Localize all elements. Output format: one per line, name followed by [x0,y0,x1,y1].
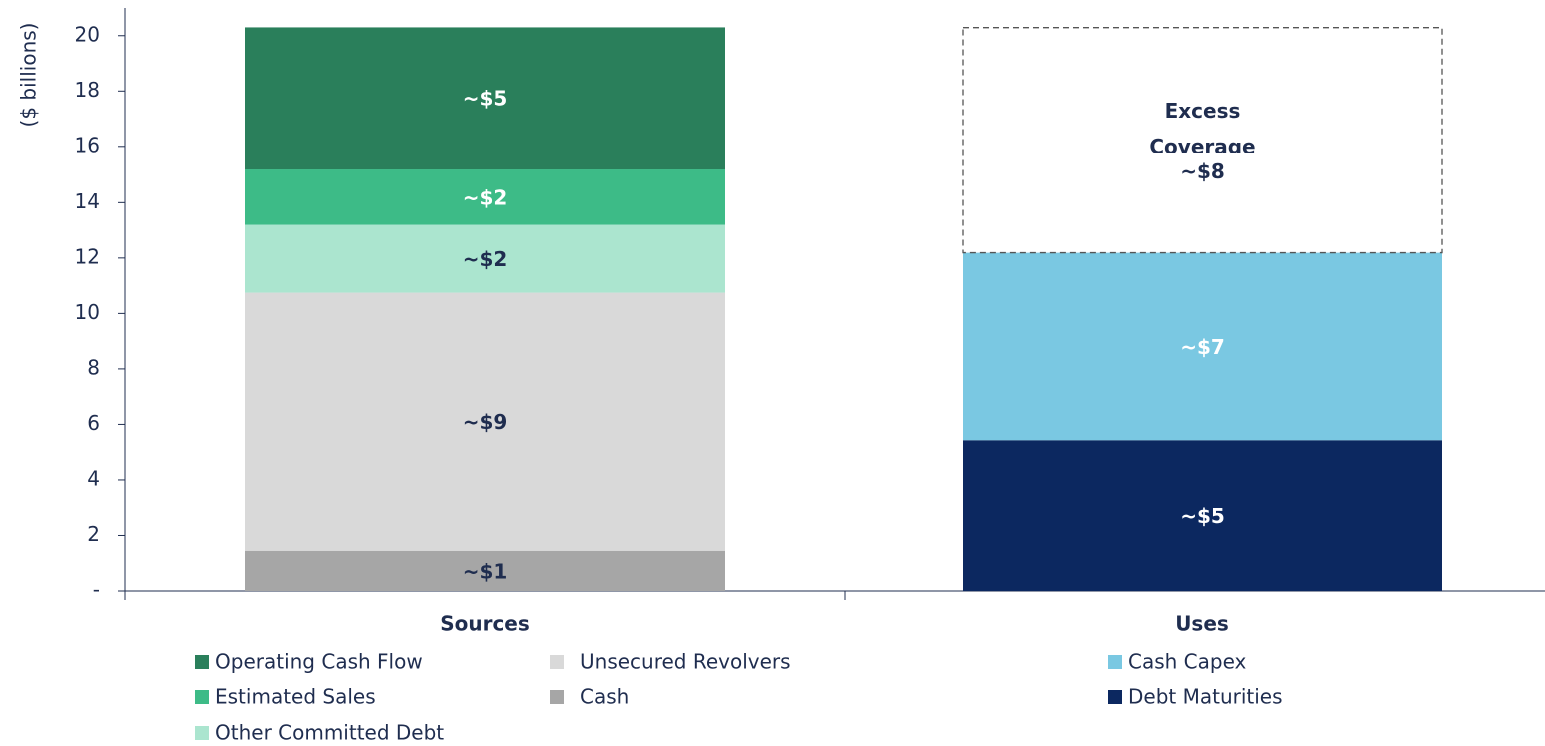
legend-label: Unsecured Revolvers [580,650,791,674]
x-tick-label: Sources [440,612,530,636]
legend-label: Cash [580,685,629,709]
legend-swatch [195,726,209,740]
legend-label: Other Committed Debt [215,721,444,745]
y-tick-label: 18 [75,78,100,102]
y-tick-label: 4 [87,466,100,490]
legend-label: Debt Maturities [1128,685,1283,709]
data-label: ~$2 [463,247,508,271]
bar-segment [963,252,1442,441]
data-label: ~$9 [463,410,508,434]
y-tick-label: - [93,578,100,602]
y-tick-label: 20 [75,22,100,46]
y-tick-label: 8 [87,355,100,379]
bar-segment [245,27,725,170]
segment-name: Excess Coverage [1149,98,1256,153]
y-tick-label: 16 [75,133,100,157]
x-tick-label: Uses [1175,612,1229,636]
bar-segment [245,292,725,551]
data-label: ~$2 [463,185,508,209]
y-tick-label: 6 [87,411,100,435]
bar-segment [963,440,1442,591]
data-label: ~$1 [463,559,508,583]
data-label: ~$7 [1180,335,1225,359]
data-label: ~$5 [1180,504,1225,528]
y-tick-label: 14 [75,189,100,213]
legend-swatch [550,690,564,704]
y-tick-label: 10 [75,300,100,324]
bar-segment [245,550,725,591]
legend-label: Estimated Sales [215,685,376,709]
y-axis-label: ($ billions) [17,23,41,128]
data-label: ~$8 [1180,159,1225,183]
y-tick-label: 12 [75,244,100,268]
legend-swatch [195,690,209,704]
bar-segment [245,224,725,293]
segment-name-text: Excess Coverage [1149,98,1256,153]
legend-label: Cash Capex [1128,650,1247,674]
y-tick-label: 2 [87,522,100,546]
data-label: ~$5 [463,87,508,111]
legend-swatch [1108,690,1122,704]
legend-swatch [1108,655,1122,669]
bar-segment [245,169,725,225]
legend-label: Operating Cash Flow [215,650,423,674]
legend-swatch [195,655,209,669]
legend-swatch [550,655,564,669]
bar-segment [962,27,1443,254]
